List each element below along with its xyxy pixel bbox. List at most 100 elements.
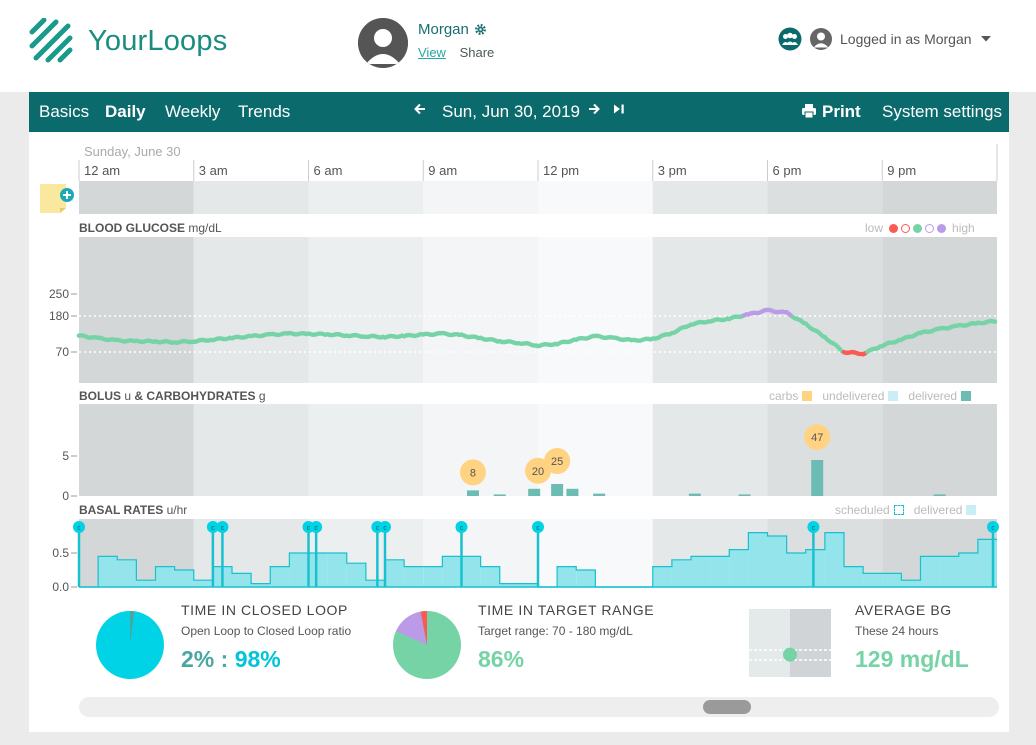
carbs-label: 25 xyxy=(551,456,563,468)
closed-loop-pie xyxy=(96,611,164,679)
time-band xyxy=(79,404,194,496)
tab-basics[interactable]: Basics xyxy=(39,102,90,121)
next-day-arrow-icon[interactable] xyxy=(587,101,601,121)
day-label: Sunday, June 30 xyxy=(84,144,181,159)
hour-label: 12 pm xyxy=(543,163,580,178)
basal-segment xyxy=(461,556,481,587)
time-band xyxy=(538,237,653,383)
time-band xyxy=(193,404,309,496)
time-band xyxy=(308,237,424,383)
bolus-bar xyxy=(528,488,541,496)
carbs-bubble xyxy=(804,424,831,450)
basal-segment xyxy=(767,536,787,587)
loop-mode-letter: c xyxy=(307,525,311,532)
bolus-axis-tick: 0 xyxy=(62,489,69,503)
basal-segment xyxy=(805,549,825,587)
loop-mode-letter: c xyxy=(376,525,380,532)
app-header: YourLoops Morgan View Share xyxy=(0,0,1036,92)
time-band xyxy=(652,404,768,496)
tab-trends[interactable]: Trends xyxy=(238,102,291,121)
carbs-label: 47 xyxy=(811,432,823,444)
average-bg-dot xyxy=(783,647,797,662)
time-band xyxy=(193,237,309,383)
average-bg-title: AVERAGE BG xyxy=(855,602,952,618)
hour-label: 3 am xyxy=(198,163,228,178)
blood-glucose-title: BLOOD GLUCOSE mg/dL xyxy=(79,221,222,235)
most-recent-arrow-icon[interactable] xyxy=(612,101,626,121)
loop-mode-marker xyxy=(310,521,323,533)
bg-legend: low high xyxy=(865,221,975,235)
time-band xyxy=(79,237,194,383)
time-band xyxy=(652,181,768,214)
app-logo[interactable]: YourLoops xyxy=(28,18,227,64)
basal-segment xyxy=(480,566,500,587)
legend-target-dot xyxy=(913,223,923,233)
basal-legend: scheduled delivered xyxy=(835,503,977,517)
bolus-bar xyxy=(593,493,606,496)
timeline-scrollbar[interactable] xyxy=(79,697,999,717)
tab-daily[interactable]: Daily xyxy=(105,102,146,121)
basal-segment xyxy=(863,573,883,587)
high-slice xyxy=(395,611,427,645)
print-icon[interactable] xyxy=(801,103,817,124)
basal-segment xyxy=(98,556,118,587)
legend-undelivered-swatch xyxy=(888,391,899,401)
main-navbar: Basics Daily Weekly Trends Sun, Jun 30, … xyxy=(29,92,1009,132)
low-slice xyxy=(420,611,427,645)
basal-rates-title: BASAL RATES u/hr xyxy=(79,503,188,517)
basal-segment xyxy=(174,570,194,587)
average-bg-mini-chart xyxy=(749,609,831,677)
loop-mode-marker xyxy=(455,521,468,533)
add-note-button[interactable] xyxy=(39,182,75,219)
system-settings-link[interactable]: System settings xyxy=(882,102,1002,121)
bg-axis-tick: 250 xyxy=(49,287,69,301)
basal-segment xyxy=(710,556,730,587)
basal-segment xyxy=(844,566,864,587)
tab-weekly[interactable]: Weekly xyxy=(165,102,221,121)
legend-low-dot xyxy=(901,223,911,233)
bolus-axis-tick: 5 xyxy=(62,449,69,463)
loop-mode-letter: c xyxy=(460,525,464,532)
basal-segment xyxy=(155,566,175,587)
basal-axis-tick: 0.5 xyxy=(52,546,69,560)
basal-segment xyxy=(557,566,577,587)
bolus-bar xyxy=(466,490,479,496)
gear-icon[interactable] xyxy=(474,23,487,36)
legend-carbs-swatch xyxy=(802,391,813,401)
loop-mode-marker xyxy=(807,521,820,533)
basal-segment xyxy=(882,573,902,587)
care-team-icon[interactable] xyxy=(778,27,802,51)
carbs-bubble xyxy=(525,457,551,484)
legend-high-dot xyxy=(925,223,935,233)
view-link[interactable]: View xyxy=(418,45,446,60)
user-menu[interactable]: Logged in as Morgan xyxy=(778,27,992,51)
loop-mode-marker xyxy=(532,521,544,533)
scrollbar-thumb[interactable] xyxy=(703,700,751,714)
print-button[interactable]: Print xyxy=(822,102,861,121)
basal-segment xyxy=(117,559,137,587)
basal-segment xyxy=(671,559,691,587)
loop-mode-letter: c xyxy=(211,525,215,532)
user-avatar-icon xyxy=(810,28,832,50)
share-link[interactable]: Share xyxy=(459,45,495,60)
bolus-bar xyxy=(493,494,506,496)
carbs-label: 20 xyxy=(532,466,544,478)
chevron-down-icon[interactable] xyxy=(980,35,992,43)
loop-mode-letter: c xyxy=(77,525,81,532)
time-band xyxy=(882,404,997,496)
average-bg-stat: AVERAGE BG These 24 hours 129 mg/dL xyxy=(855,602,969,673)
previous-day-arrow-icon[interactable] xyxy=(413,101,427,121)
time-band xyxy=(423,181,538,214)
basal-segment xyxy=(327,553,347,587)
bolus-bar xyxy=(688,493,701,496)
basal-segment xyxy=(270,566,290,587)
target-range-pie xyxy=(393,611,461,679)
current-date: Sun, Jun 30, 2019 xyxy=(442,102,581,121)
loop-mode-marker xyxy=(206,521,219,533)
patient-avatar xyxy=(358,18,408,68)
legend-very-low-dot xyxy=(889,223,899,233)
legend-basal-delivered-swatch xyxy=(966,505,977,515)
basal-segment xyxy=(289,553,309,587)
